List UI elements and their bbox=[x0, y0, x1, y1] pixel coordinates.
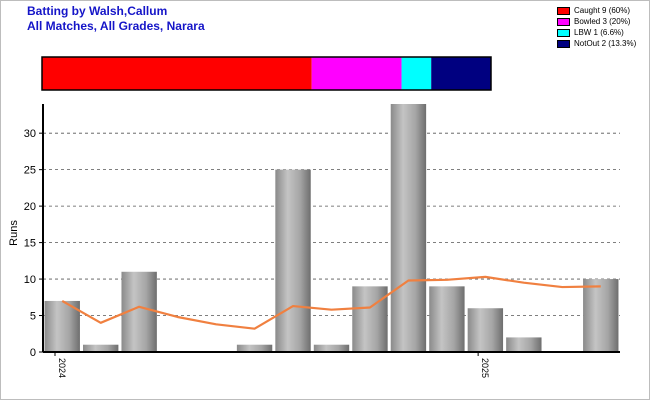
legend-label-lbw: LBW 1 (6.6%) bbox=[574, 28, 624, 37]
legend-item-notout: NotOut 2 (13.3%) bbox=[557, 38, 636, 49]
bar-7 bbox=[313, 344, 350, 352]
legend-label-notout: NotOut 2 (13.3%) bbox=[574, 39, 637, 48]
bar-9 bbox=[390, 104, 427, 352]
legend: Caught 9 (60%) Bowled 3 (20%) LBW 1 (6.6… bbox=[557, 5, 636, 49]
y-tick-label-0: 0 bbox=[30, 347, 36, 359]
stack-segment-0 bbox=[42, 57, 312, 90]
legend-swatch-notout bbox=[557, 39, 570, 48]
legend-label-caught: Caught 9 (60%) bbox=[574, 6, 631, 15]
bar-6 bbox=[275, 169, 311, 352]
bar-8 bbox=[352, 286, 388, 352]
trend-polyline bbox=[61, 275, 601, 330]
dismissal-stacked-bar bbox=[41, 56, 492, 91]
bar-11 bbox=[467, 308, 504, 352]
grid-lines bbox=[43, 132, 620, 316]
legend-item-lbw: LBW 1 (6.6%) bbox=[557, 27, 636, 38]
y-tick-label-25: 25 bbox=[24, 165, 36, 177]
x-tick-label-2025: 2025 bbox=[480, 358, 490, 378]
legend-item-bowled: Bowled 3 (20%) bbox=[557, 16, 636, 27]
bar-12 bbox=[506, 337, 542, 352]
chart-title: Batting by Walsh,Callum bbox=[27, 4, 168, 18]
chart-title-block: Batting by Walsh,Callum All Matches, All… bbox=[27, 4, 205, 34]
y-tick-label-5: 5 bbox=[30, 311, 36, 323]
stack-bar-outline bbox=[41, 56, 492, 91]
stack-segment-3 bbox=[431, 57, 491, 90]
bar-10 bbox=[429, 286, 465, 352]
y-tick-label-10: 10 bbox=[24, 274, 36, 286]
x-tick-label-2024: 2024 bbox=[57, 358, 67, 378]
bar-1 bbox=[83, 344, 119, 352]
legend-label-bowled: Bowled 3 (20%) bbox=[574, 17, 631, 26]
y-axis-title: Runs bbox=[8, 220, 20, 246]
y-tick-label-20: 20 bbox=[24, 201, 36, 213]
legend-swatch-lbw bbox=[557, 28, 570, 37]
stack-segment-2 bbox=[401, 57, 432, 90]
bar-0 bbox=[44, 300, 80, 352]
bars bbox=[44, 104, 619, 352]
legend-swatch-bowled bbox=[557, 17, 570, 26]
stack-segment-1 bbox=[311, 57, 402, 90]
axes bbox=[39, 104, 620, 356]
bar-5 bbox=[236, 344, 273, 352]
trend-line bbox=[61, 275, 601, 330]
chart-subtitle: All Matches, All Grades, Narara bbox=[27, 19, 205, 33]
y-tick-label-30: 30 bbox=[24, 128, 36, 140]
y-tick-label-15: 15 bbox=[24, 238, 36, 250]
bar-14 bbox=[583, 279, 619, 352]
legend-swatch-caught bbox=[557, 6, 570, 15]
legend-item-caught: Caught 9 (60%) bbox=[557, 5, 636, 16]
